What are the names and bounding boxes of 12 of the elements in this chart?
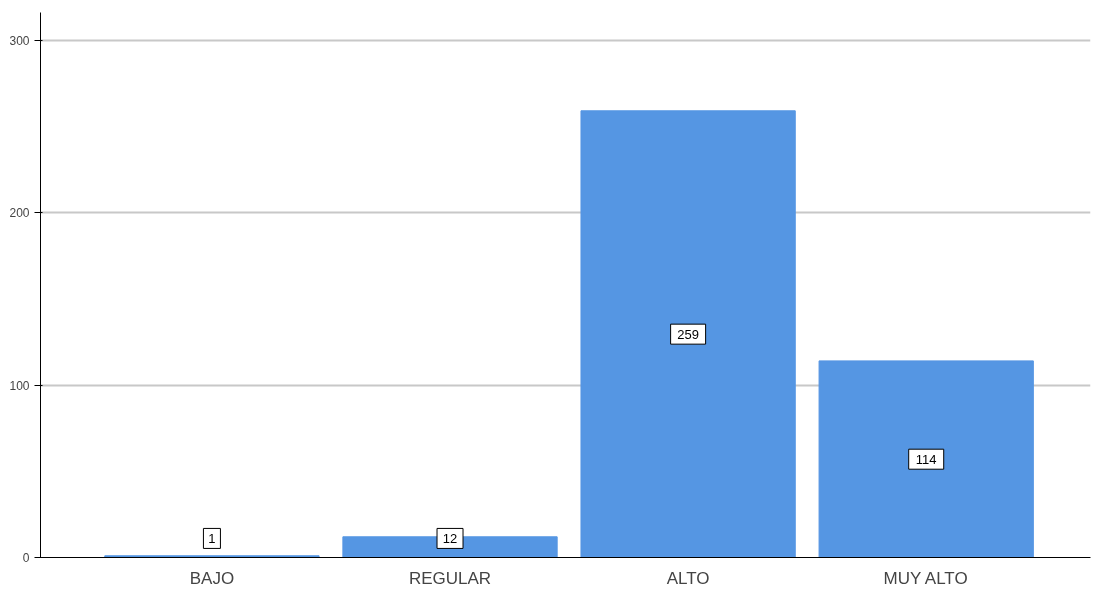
data-label: 259 bbox=[677, 326, 699, 342]
data-label: 1 bbox=[208, 530, 216, 546]
x-tick-label: ALTO bbox=[666, 568, 710, 588]
y-tick-label: 100 bbox=[9, 378, 30, 393]
data-label: 114 bbox=[915, 451, 937, 467]
x-tick-label: REGULAR bbox=[408, 568, 492, 588]
x-tick-label: BAJO bbox=[189, 568, 235, 588]
y-tick-label: 300 bbox=[9, 33, 30, 48]
y-tick-label: 0 bbox=[22, 551, 30, 565]
y-tick-label: 200 bbox=[9, 206, 30, 221]
x-tick-label: MUY ALTO bbox=[883, 568, 968, 588]
data-label: 12 bbox=[442, 530, 458, 546]
